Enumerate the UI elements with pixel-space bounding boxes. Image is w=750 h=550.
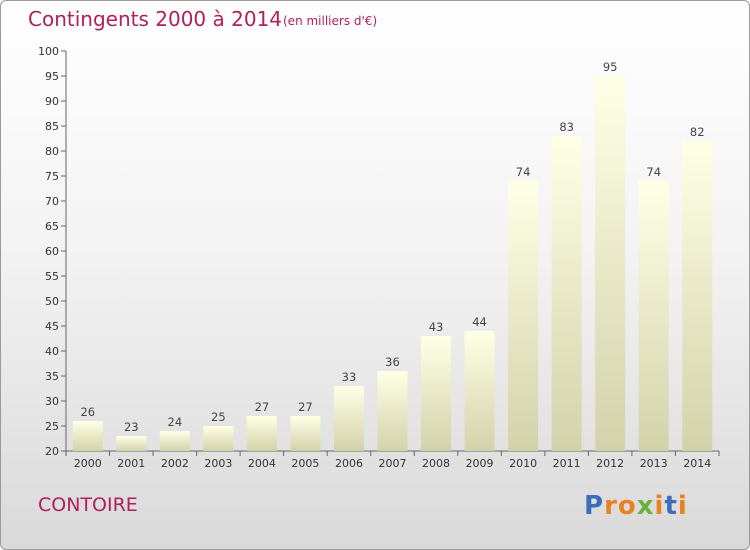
data-label-2011: 83 bbox=[559, 120, 574, 134]
logo-letter: o bbox=[617, 491, 637, 521]
data-label-2012: 95 bbox=[603, 60, 618, 74]
data-label-2005: 27 bbox=[298, 400, 313, 414]
y-tick-label: 50 bbox=[45, 295, 59, 308]
data-label-2010: 74 bbox=[516, 165, 531, 179]
y-tick-label: 45 bbox=[45, 320, 59, 333]
data-label-2004: 27 bbox=[255, 400, 270, 414]
x-tick-label-2012: 2012 bbox=[596, 457, 624, 470]
bar-2008 bbox=[421, 336, 452, 451]
axes: 20 25 30 35 40 45 50 55 60 65 70 75 80 85 90 95 100 2000 2… bbox=[38, 45, 720, 470]
x-tick-label-2002: 2002 bbox=[161, 457, 189, 470]
logo-letter: i bbox=[654, 491, 665, 521]
bar-2012 bbox=[595, 76, 626, 451]
y-tick-label: 80 bbox=[45, 145, 59, 158]
y-tick-label: 75 bbox=[45, 170, 59, 183]
logo-letter: r bbox=[604, 491, 618, 521]
x-tick-label-2000: 2000 bbox=[74, 457, 102, 470]
y-tick-label: 65 bbox=[45, 220, 59, 233]
data-label-2007: 36 bbox=[385, 355, 400, 369]
x-tick-label-2014: 2014 bbox=[683, 457, 711, 470]
bar-2003 bbox=[203, 426, 234, 451]
x-tick-label-2005: 2005 bbox=[291, 457, 319, 470]
logo-letter: x bbox=[636, 491, 655, 521]
y-tick-label: 85 bbox=[45, 120, 59, 133]
bar-2006 bbox=[333, 386, 364, 451]
data-label-2009: 44 bbox=[472, 315, 487, 329]
logo-letter: i bbox=[677, 491, 688, 521]
x-tick-label-2003: 2003 bbox=[204, 457, 232, 470]
data-label-2008: 43 bbox=[429, 320, 444, 334]
bars bbox=[72, 76, 713, 451]
bar-2002 bbox=[159, 431, 190, 451]
bar-2009 bbox=[464, 331, 495, 451]
y-tick-label: 20 bbox=[45, 445, 59, 458]
x-tick-label-2008: 2008 bbox=[422, 457, 450, 470]
y-tick-label: 55 bbox=[45, 270, 59, 283]
bar-2001 bbox=[116, 436, 147, 451]
bar-2010 bbox=[508, 181, 539, 451]
data-labels: 26 23 24 25 27 27 33 36 43 44 74 83 95 74 82 bbox=[80, 60, 704, 434]
bar-2004 bbox=[246, 416, 277, 451]
y-tick-label: 40 bbox=[45, 345, 59, 358]
bar-2005 bbox=[290, 416, 321, 451]
x-tick-label-2013: 2013 bbox=[640, 457, 668, 470]
y-tick-label: 60 bbox=[45, 245, 59, 258]
data-label-2013: 74 bbox=[646, 165, 661, 179]
x-tick-label-2001: 2001 bbox=[117, 457, 145, 470]
y-tick-label: 70 bbox=[45, 195, 59, 208]
data-label-2000: 26 bbox=[80, 405, 95, 419]
data-label-2001: 23 bbox=[124, 420, 139, 434]
data-label-2014: 82 bbox=[690, 125, 705, 139]
y-tick-label: 95 bbox=[45, 70, 59, 83]
chart-title: Contingents 2000 à 2014 bbox=[28, 7, 283, 31]
x-tick-label-2006: 2006 bbox=[335, 457, 363, 470]
y-tick-label: 100 bbox=[38, 45, 59, 58]
proxiti-logo: Proxiti bbox=[584, 491, 688, 521]
bar-2000 bbox=[72, 421, 103, 451]
y-tick-label: 30 bbox=[45, 395, 59, 408]
logo-letter: P bbox=[584, 491, 605, 521]
x-tick-label-2009: 2009 bbox=[466, 457, 494, 470]
y-tick-label: 35 bbox=[45, 370, 59, 383]
x-tick-label-2010: 2010 bbox=[509, 457, 537, 470]
y-tick-label: 25 bbox=[45, 420, 59, 433]
bar-2007 bbox=[377, 371, 408, 451]
y-tick-label: 90 bbox=[45, 95, 59, 108]
data-label-2006: 33 bbox=[342, 370, 357, 384]
x-tick-label-2011: 2011 bbox=[553, 457, 581, 470]
x-tick-label-2007: 2007 bbox=[379, 457, 407, 470]
data-label-2003: 25 bbox=[211, 410, 226, 424]
x-tick-label-2004: 2004 bbox=[248, 457, 276, 470]
logo-letter: t bbox=[664, 491, 678, 521]
bar-2013 bbox=[638, 181, 669, 451]
chart-subtitle: (en milliers d'€) bbox=[283, 14, 378, 28]
bar-2014 bbox=[682, 141, 713, 451]
commune-name: CONTOIRE bbox=[38, 494, 138, 516]
data-label-2002: 24 bbox=[168, 415, 183, 429]
bar-2011 bbox=[551, 136, 582, 451]
